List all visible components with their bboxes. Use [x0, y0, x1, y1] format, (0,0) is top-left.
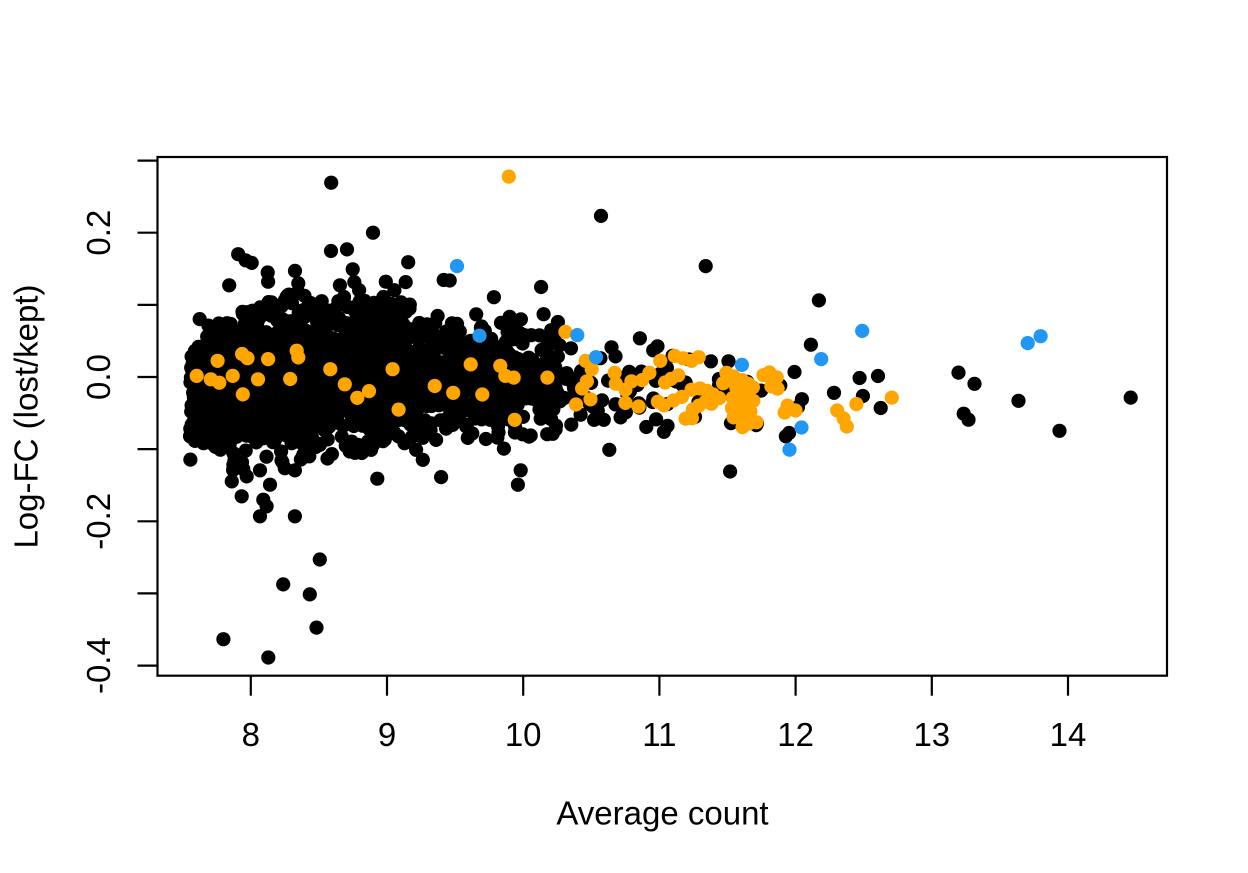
svg-text:0.0: 0.0: [80, 354, 117, 400]
svg-text:13: 13: [913, 716, 950, 753]
svg-text:12: 12: [777, 716, 814, 753]
svg-text:0.2: 0.2: [80, 210, 117, 256]
svg-text:11: 11: [642, 716, 676, 753]
svg-text:Log-FC (lost/kept): Log-FC (lost/kept): [8, 284, 45, 548]
svg-text:Average count: Average count: [556, 795, 768, 832]
svg-text:9: 9: [378, 716, 396, 753]
svg-text:14: 14: [1050, 716, 1087, 753]
svg-text:10: 10: [505, 716, 542, 753]
svg-text:-0.2: -0.2: [80, 493, 117, 550]
svg-text:8: 8: [242, 716, 260, 753]
svg-text:-0.4: -0.4: [80, 637, 117, 694]
